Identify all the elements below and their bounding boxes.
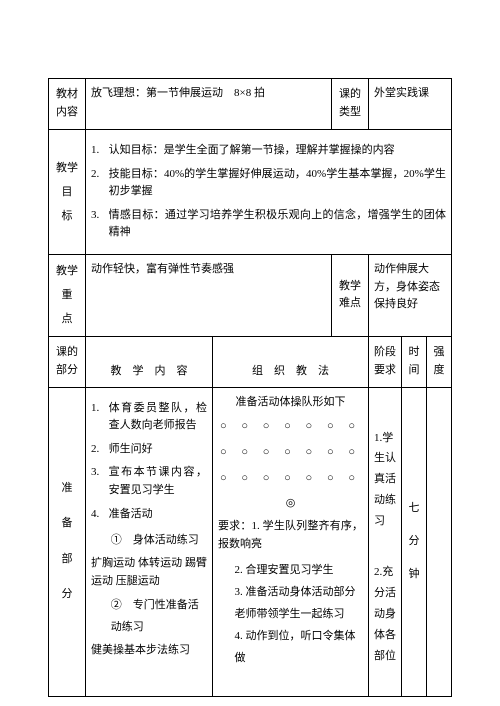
req-item: 2. 合理安置见习学生 <box>235 559 364 581</box>
difficulty-label: 教学难点 <box>332 254 369 336</box>
goals-content: 认知目标：是学生全面了解第一节操，理解并掌握操的内容 技能目标：40%的学生掌握… <box>86 130 452 255</box>
prep-detail: 健美操基本步法练习 <box>91 642 207 660</box>
part-header: 课的部分 <box>49 336 86 387</box>
prep-item: 师生问好 <box>91 441 207 459</box>
intensity-header: 强度 <box>427 336 452 387</box>
row-keypoints: 教学重点 动作轻快，富有弹性节奏感强 教学难点 动作伸展大方，身体姿态保持良好 <box>49 254 452 336</box>
difficulty-value: 动作伸展大方，身体姿态保持良好 <box>369 254 452 336</box>
lesson-type-label: 课的类型 <box>332 79 369 130</box>
method-title: 准备活动体操队形如下 <box>218 394 363 412</box>
formation-row: ○ ○ ○ ○ ○ ○ ○ <box>218 469 363 489</box>
goal-item: 技能目标：40%的学生掌握好伸展运动，40%学生基本掌握，20%学生初步掌握 <box>91 166 446 201</box>
page: 教材内容 放飞理想：第一节伸展运动 8×8 拍 课的类型 外堂实践课 教学目标 … <box>0 0 500 706</box>
prep-sub: ② 专门性准备活动练习 <box>111 594 207 638</box>
teacher-pos: ◎ <box>218 495 363 513</box>
material-label: 教材内容 <box>49 79 86 130</box>
keypoint-value: 动作轻快，富有弹性节奏感强 <box>86 254 332 336</box>
formation-row: ○ ○ ○ ○ ○ ○ ○ <box>218 443 363 463</box>
prep-sub: ① 身体活动练习 <box>111 529 207 551</box>
stage-header: 阶段要求 <box>369 336 402 387</box>
keypoint-label: 教学重点 <box>49 254 86 336</box>
time-header: 时间 <box>402 336 427 387</box>
row-prep: 准备部分 体育委员整队，检查人数向老师报告 师生问好 宣布本节课内容，安置见习学… <box>49 387 452 696</box>
prep-detail: 扩胸运动 体转运动 踢臂运动 压腿运动 <box>91 555 207 590</box>
prep-label: 准备部分 <box>49 387 86 696</box>
formation-row: ○ ○ ○ ○ ○ ○ ○ <box>218 417 363 437</box>
lesson-plan-table: 教材内容 放飞理想：第一节伸展运动 8×8 拍 课的类型 外堂实践课 教学目标 … <box>48 78 452 697</box>
goal-item: 认知目标：是学生全面了解第一节操，理解并掌握操的内容 <box>91 142 446 160</box>
prep-item: 准备活动 <box>91 506 207 524</box>
prep-item: 体育委员整队，检查人数向老师报告 <box>91 400 207 435</box>
req-item: 3. 准备活动身体活动部分老师带领学生一起练习 <box>235 581 364 625</box>
goal-item: 情感目标：通过学习培养学生积极乐观向上的信念，增强学生的团体精神 <box>91 207 446 242</box>
row-material: 教材内容 放飞理想：第一节伸展运动 8×8 拍 课的类型 外堂实践课 <box>49 79 452 130</box>
material-content: 放飞理想：第一节伸展运动 8×8 拍 <box>86 79 332 130</box>
content-header: 教 学 内 容 <box>86 336 213 387</box>
req-item: 4. 动作到位，听口令集体做 <box>235 625 364 669</box>
method-header: 组 织 教 法 <box>213 336 369 387</box>
lesson-type-value: 外堂实践课 <box>369 79 452 130</box>
prep-content: 体育委员整队，检查人数向老师报告 师生问好 宣布本节课内容，安置见习学生 准备活… <box>86 387 213 696</box>
prep-intensity <box>427 387 452 696</box>
stage-req: 1.学生认真活动练习 <box>374 428 396 532</box>
stage-req: 2.充分活动身体各部位 <box>374 562 396 666</box>
goals-label: 教学目标 <box>49 130 86 255</box>
requirements: 要求：1. 学生队列整齐有序，报数响亮 <box>218 518 363 553</box>
prep-stage: 1.学生认真活动练习 2.充分活动身体各部位 <box>369 387 402 696</box>
row-section-header: 课的部分 教 学 内 容 组 织 教 法 阶段要求 时间 强度 <box>49 336 452 387</box>
prep-item: 宣布本节课内容，安置见习学生 <box>91 464 207 499</box>
prep-method: 准备活动体操队形如下 ○ ○ ○ ○ ○ ○ ○ ○ ○ ○ ○ ○ ○ ○ ○… <box>213 387 369 696</box>
row-goals: 教学目标 认知目标：是学生全面了解第一节操，理解并掌握操的内容 技能目标：40%… <box>49 130 452 255</box>
prep-time: 七分钟 <box>402 387 427 696</box>
